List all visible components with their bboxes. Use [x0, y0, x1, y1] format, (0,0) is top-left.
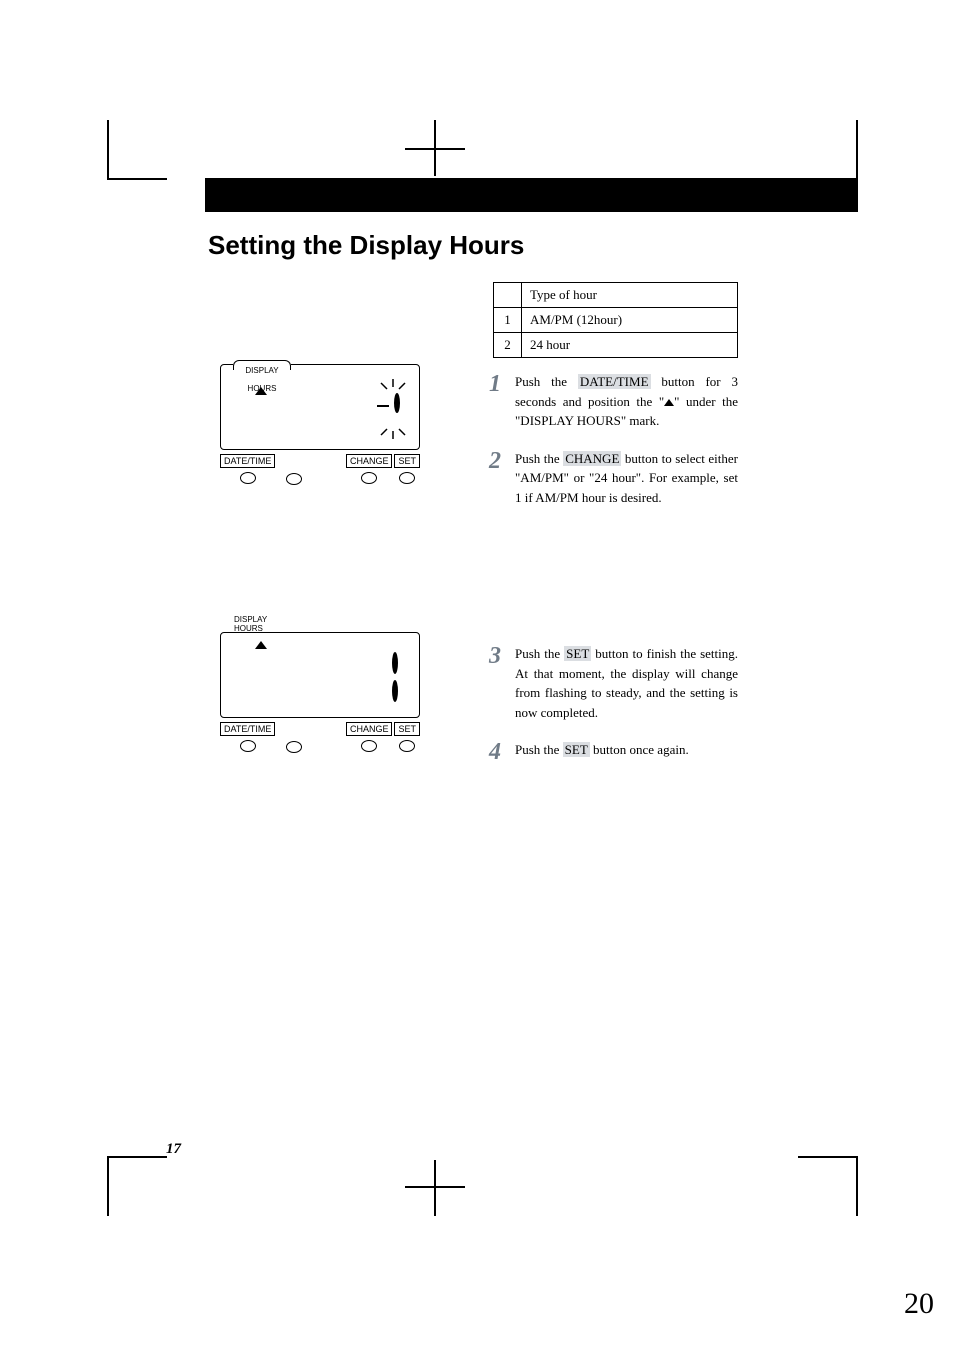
crop-mark: [856, 1156, 858, 1216]
step: 1 Push the DATE/TIME button for 3 second…: [493, 372, 738, 431]
button-circle-icon: [361, 740, 377, 752]
crop-mark: [107, 1156, 167, 1158]
step-number: 1: [489, 366, 501, 402]
button-circle-icon: [361, 472, 377, 484]
step: 4 Push the SET button once again.: [493, 740, 738, 760]
lcd-plain-label: DISPLAYHOURS: [234, 616, 267, 634]
header-bar: [205, 178, 858, 212]
button-label: DATE/TIME: [220, 454, 275, 468]
crop-mark: [107, 1156, 109, 1216]
button-ref: SET: [563, 742, 590, 757]
button-label: SET: [394, 722, 420, 736]
step-text: Push the: [515, 451, 563, 466]
button-label: DATE/TIME: [220, 722, 275, 736]
table-header: Type of hour: [522, 283, 738, 308]
table-cell-num: 1: [494, 308, 522, 333]
button-label: CHANGE: [346, 722, 393, 736]
page-title: Setting the Display Hours: [208, 230, 524, 261]
table-cell-num: 2: [494, 333, 522, 358]
lcd-clock-icon: [375, 377, 413, 441]
step: 3 Push the SET button to finish the sett…: [493, 644, 738, 722]
lcd-segment-1-icon: [385, 651, 405, 707]
button-circle-icon: [399, 740, 415, 752]
triangle-up-icon: [255, 641, 267, 649]
lcd-button-row: DATE/TIME CHANGE SET: [220, 454, 420, 485]
page-number-right: 20: [904, 1287, 934, 1321]
blank-button[interactable]: [283, 454, 305, 485]
button-ref: DATE/TIME: [578, 374, 651, 389]
step-number: 4: [489, 734, 501, 770]
button-circle-icon: [286, 741, 302, 753]
change-button[interactable]: CHANGE: [346, 722, 393, 753]
step-number: 3: [489, 638, 501, 674]
steps-block-2: 3 Push the SET button to finish the sett…: [493, 644, 738, 778]
button-circle-icon: [286, 473, 302, 485]
button-circle-icon: [240, 740, 256, 752]
date-time-button[interactable]: DATE/TIME: [220, 454, 275, 485]
crop-mark: [434, 1160, 436, 1216]
table-header-blank: [494, 283, 522, 308]
change-button[interactable]: CHANGE: [346, 454, 393, 485]
lcd-tab: DISPLAYHOURS: [233, 360, 291, 378]
lcd-frame: DISPLAYHOURS: [220, 364, 420, 450]
lcd-frame: [220, 632, 420, 718]
button-circle-icon: [399, 472, 415, 484]
lcd-diagram-2: DISPLAYHOURS DATE/TIME CHANGE: [220, 622, 420, 756]
step-text: Push the: [515, 742, 563, 757]
hour-type-table: Type of hour 1 AM/PM (12hour) 2 24 hour: [493, 282, 738, 358]
step-text: Push the: [515, 646, 564, 661]
triangle-up-icon: [664, 399, 674, 406]
table-row: 2 24 hour: [494, 333, 738, 358]
lcd-button-row: DATE/TIME CHANGE SET: [220, 722, 420, 753]
crop-mark: [798, 1156, 858, 1158]
triangle-up-icon: [255, 387, 267, 395]
table-row: 1 AM/PM (12hour): [494, 308, 738, 333]
step: 2 Push the CHANGE button to select eithe…: [493, 449, 738, 508]
table-cell-label: 24 hour: [522, 333, 738, 358]
crop-mark: [107, 120, 109, 180]
lcd-diagram-1: DISPLAYHOURS DATE/TIME: [220, 354, 420, 488]
button-label: SET: [394, 454, 420, 468]
page-number-left: 17: [166, 1141, 181, 1158]
crop-mark: [856, 120, 858, 180]
blank-button[interactable]: [283, 722, 305, 753]
button-ref: SET: [564, 646, 591, 661]
set-button[interactable]: SET: [394, 454, 420, 485]
date-time-button[interactable]: DATE/TIME: [220, 722, 275, 753]
step-number: 2: [489, 443, 501, 479]
table-cell-label: AM/PM (12hour): [522, 308, 738, 333]
button-ref: CHANGE: [563, 451, 621, 466]
crop-mark: [405, 148, 465, 150]
step-text: button once again.: [590, 742, 689, 757]
page: Setting the Display Hours Type of hour 1…: [108, 178, 858, 1156]
crop-mark: [405, 1186, 465, 1188]
steps-block-1: 1 Push the DATE/TIME button for 3 second…: [493, 372, 738, 525]
button-circle-icon: [240, 472, 256, 484]
set-button[interactable]: SET: [394, 722, 420, 753]
button-label: CHANGE: [346, 454, 393, 468]
step-text: Push the: [515, 374, 578, 389]
